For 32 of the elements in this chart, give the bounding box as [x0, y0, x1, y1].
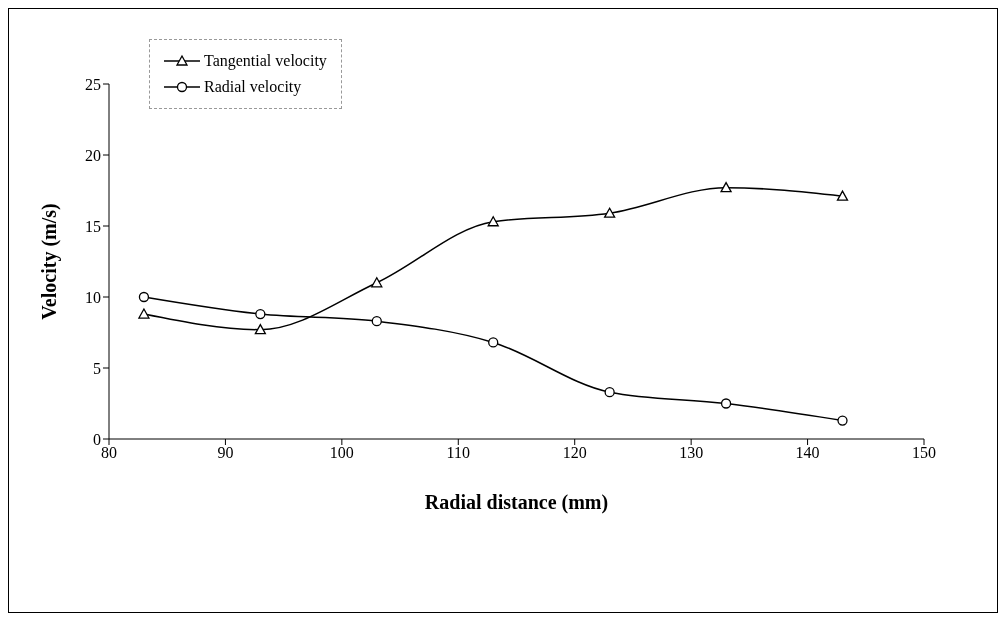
- x-axis-title: Radial distance (mm): [424, 491, 609, 514]
- y-tick-label: 5: [93, 359, 101, 377]
- point: [371, 315, 382, 327]
- point: [720, 182, 732, 193]
- y-tick-label: 20: [85, 146, 101, 164]
- x-tick-label: 100: [329, 444, 354, 462]
- legend-label: Tangential velocity: [204, 52, 327, 70]
- y-axis-title: Velocity (m/s): [38, 203, 62, 320]
- point: [371, 277, 383, 288]
- point: [837, 415, 848, 426]
- point: [720, 398, 732, 409]
- x-tick-label: 140: [795, 444, 820, 462]
- point: [255, 308, 266, 320]
- point: [836, 190, 849, 201]
- legend-label: Radial velocity: [204, 78, 302, 96]
- x-tick-label: 110: [446, 444, 470, 462]
- point: [488, 337, 499, 348]
- point: [138, 291, 150, 303]
- x-tick-label: 90: [217, 444, 234, 462]
- x-tick-label: 120: [562, 444, 587, 462]
- x-tick-label: 130: [679, 444, 704, 462]
- x-tick-label: 150: [912, 444, 936, 462]
- x-tick-label: 80: [101, 444, 117, 462]
- point: [604, 386, 615, 398]
- y-tick-label: 25: [85, 75, 101, 93]
- point: [487, 216, 499, 227]
- point: [603, 207, 616, 218]
- y-tick-label: 15: [85, 217, 101, 235]
- y-tick-label: 10: [85, 288, 101, 306]
- point: [138, 308, 150, 319]
- point: [254, 324, 267, 335]
- y-tick-label: 0: [93, 430, 101, 448]
